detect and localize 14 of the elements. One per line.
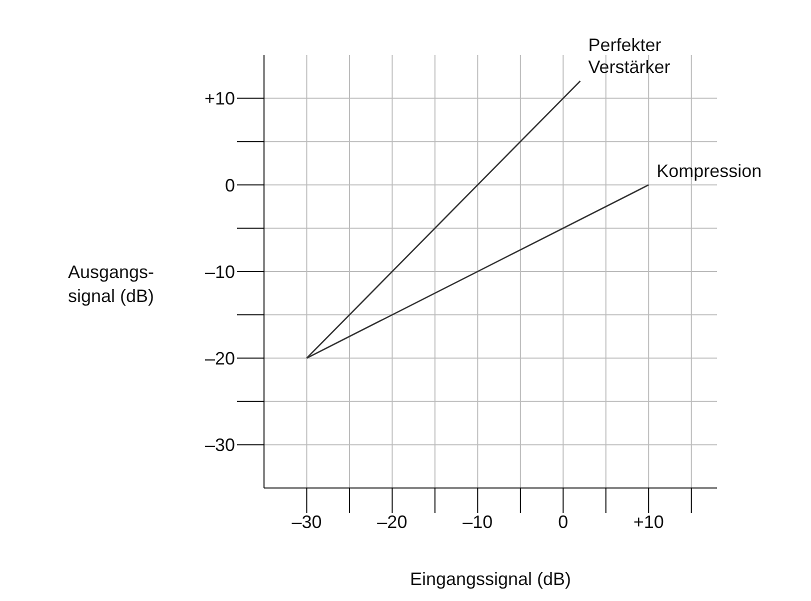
y-tick-label: –30 xyxy=(204,435,235,456)
y-tick-label: +10 xyxy=(204,88,235,109)
y-axis-title: Ausgangs- signal (dB) xyxy=(68,262,154,306)
series-label: Perfekter Verstärker xyxy=(588,34,670,77)
x-tick-label: –20 xyxy=(377,512,408,532)
x-axis-title: Eingangssignal (dB) xyxy=(410,569,572,589)
y-tick-label: –10 xyxy=(204,262,235,282)
x-tick-label: –30 xyxy=(292,512,322,532)
x-tick-label: +10 xyxy=(633,512,664,532)
y-tick-label: 0 xyxy=(224,175,235,196)
x-tick-label: 0 xyxy=(558,512,568,532)
series-label: Kompression xyxy=(656,160,762,181)
x-tick-label: –10 xyxy=(462,512,493,532)
y-tick-label: –20 xyxy=(204,348,235,368)
